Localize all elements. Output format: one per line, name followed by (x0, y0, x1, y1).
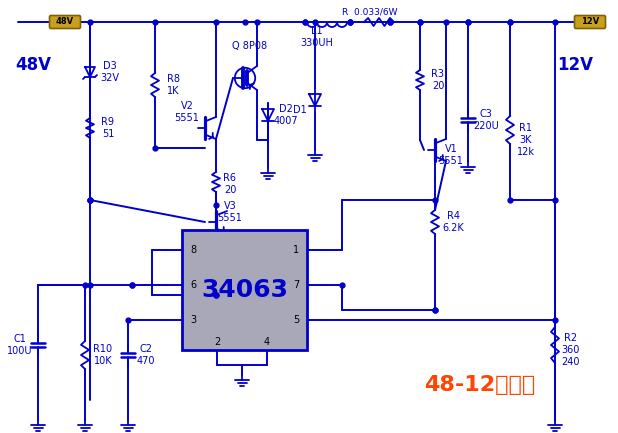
Text: 34063: 34063 (201, 278, 288, 302)
Text: 12V: 12V (581, 17, 599, 26)
Text: L1
330UH: L1 330UH (300, 26, 334, 48)
Text: 48-12转换器: 48-12转换器 (425, 375, 536, 395)
Text: V3
5551: V3 5551 (218, 201, 242, 223)
Text: R6
20: R6 20 (224, 173, 237, 195)
Bar (182, 230, 307, 350)
Text: 5: 5 (293, 315, 299, 325)
Text: 12V: 12V (557, 56, 593, 74)
Text: 3: 3 (190, 315, 196, 325)
Text: 8: 8 (190, 245, 196, 255)
FancyBboxPatch shape (575, 16, 606, 29)
Text: 48V: 48V (56, 17, 74, 26)
Text: D2
4007: D2 4007 (274, 104, 298, 126)
Text: R9
51: R9 51 (101, 117, 114, 139)
Text: R8
1K: R8 1K (166, 74, 179, 96)
Text: V2
5551: V2 5551 (174, 101, 200, 123)
Text: 4: 4 (264, 337, 270, 347)
Text: C2
470: C2 470 (137, 344, 155, 366)
Text: 6: 6 (190, 280, 196, 290)
FancyBboxPatch shape (49, 16, 80, 29)
Text: D1: D1 (293, 105, 307, 115)
Text: R  0.033/6W: R 0.033/6W (342, 7, 398, 16)
Text: R7
510: R7 510 (221, 251, 239, 273)
Text: V1
5551: V1 5551 (439, 144, 464, 166)
Text: R2
360
240: R2 360 240 (562, 333, 580, 367)
Text: R10
10K: R10 10K (93, 344, 112, 366)
Text: 7: 7 (293, 280, 299, 290)
Text: Q 8P08: Q 8P08 (232, 41, 268, 51)
Text: C3
220U: C3 220U (473, 109, 499, 131)
Text: R4
6.2K: R4 6.2K (442, 211, 464, 233)
Text: 1: 1 (293, 245, 299, 255)
Text: C1
100U: C1 100U (7, 334, 33, 356)
Text: R1
3K
12k: R1 3K 12k (517, 123, 535, 157)
Text: 2: 2 (214, 337, 220, 347)
Text: R3
20: R3 20 (431, 69, 444, 91)
Text: 48V: 48V (15, 56, 51, 74)
Text: D3
32V: D3 32V (101, 61, 119, 83)
